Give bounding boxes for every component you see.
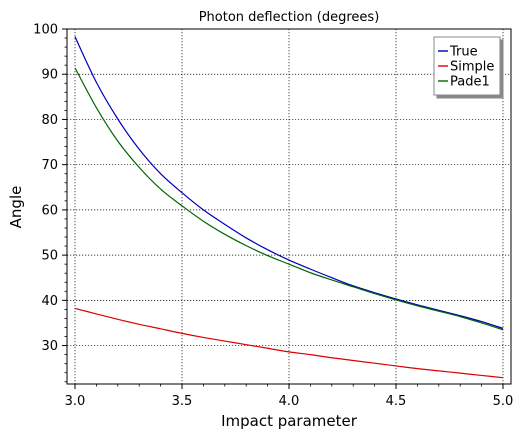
tick-layer: 3.0 3.5 4.0 4.5 5.0 30 40 50 60 70 80 90 100 [33, 23, 513, 410]
series-line-pade1 [74, 67, 504, 331]
legend-label-true: True [449, 45, 478, 60]
y-tick-label: 90 [41, 68, 58, 83]
x-axis-label: Impact parameter [221, 412, 358, 430]
legend-label-pade1: Pade1 [450, 75, 490, 90]
y-tick-label: 70 [41, 158, 58, 173]
y-tick-label: 50 [41, 249, 58, 264]
y-tick-label: 40 [41, 294, 58, 309]
chart-title: Photon deflection (degrees) [199, 10, 380, 25]
series-line-true [74, 36, 504, 329]
y-tick-label: 30 [41, 339, 58, 354]
y-tick-label: 100 [33, 23, 58, 38]
x-tick-label: 3.5 [172, 394, 193, 409]
x-tick-label: 4.0 [279, 394, 300, 409]
series-line-simple [74, 307, 504, 379]
y-axis-label: Angle [7, 186, 25, 229]
legend-label-simple: Simple [450, 60, 494, 75]
x-tick-label: 5.0 [493, 394, 514, 409]
x-tick-label: 4.5 [386, 394, 407, 409]
y-tick-label: 60 [41, 203, 58, 218]
y-tick-label: 80 [41, 113, 58, 128]
x-tick-label: 3.0 [65, 394, 86, 409]
series-layer [74, 36, 504, 379]
